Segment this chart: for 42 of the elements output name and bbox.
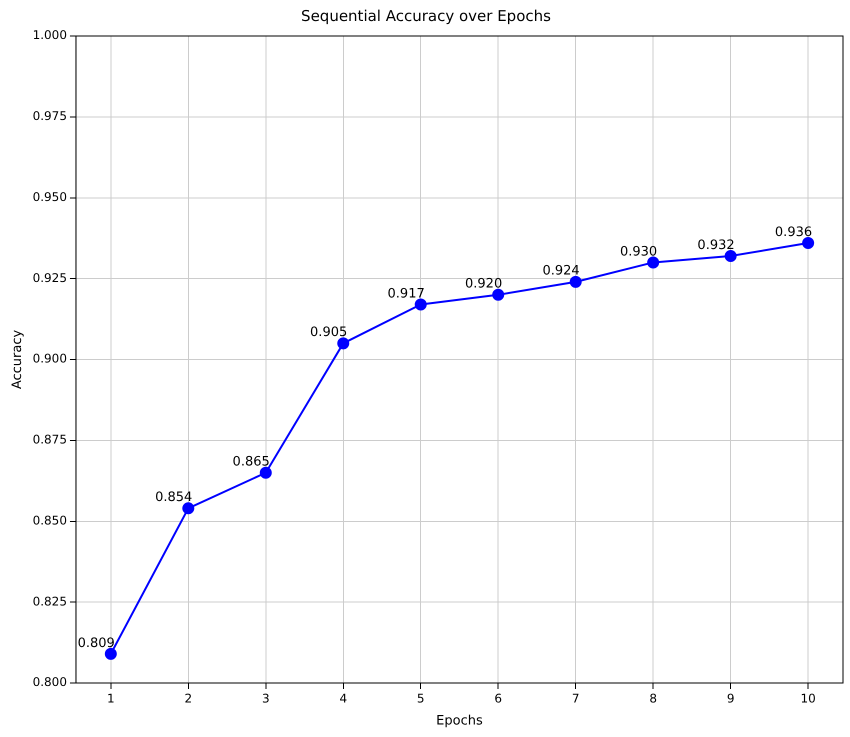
data-label: 0.854 (155, 490, 192, 506)
point (802, 237, 814, 250)
data-label: 0.917 (388, 286, 425, 302)
x-tick-label: 2 (184, 691, 192, 706)
y-tick-label: 0.850 (32, 513, 67, 528)
x-tick-label: 5 (416, 691, 425, 706)
x-tick-label: 3 (262, 691, 270, 706)
data-label: 0.865 (232, 454, 270, 470)
point (647, 256, 660, 268)
data-label: 0.932 (697, 238, 735, 253)
y-tick-label: 0.925 (32, 270, 67, 285)
x-tick-label: 1 (107, 691, 115, 706)
x-tick-label: 9 (726, 691, 734, 706)
y-tick-label: 0.975 (32, 109, 67, 123)
point (414, 298, 427, 311)
point (182, 502, 194, 514)
data-label: 0.905 (310, 325, 348, 340)
point (492, 288, 504, 301)
x-tick-label: 6 (494, 691, 502, 706)
y-tick-label: 0.825 (32, 594, 67, 608)
chart-title: Sequential Accuracy over Epochs (301, 6, 552, 25)
data-label: 0.920 (465, 276, 502, 292)
data-label: 0.924 (542, 264, 580, 279)
x-tick-label: 8 (649, 691, 657, 706)
y-tick-label: 0.875 (32, 432, 67, 446)
y-tick-label: 1.000 (32, 28, 67, 42)
point (104, 648, 117, 660)
point (260, 466, 272, 479)
point (570, 276, 582, 288)
x-tick-label: 10 (800, 691, 816, 706)
y-tick-label: 0.950 (32, 190, 67, 204)
point (337, 337, 350, 350)
point (724, 250, 737, 262)
x-tick-label: 7 (572, 691, 580, 706)
x-tick-label: 4 (339, 691, 348, 706)
data-label: 0.930 (620, 244, 658, 260)
y-axis-title: Accuracy (10, 330, 26, 390)
y-tick-label: 0.900 (32, 352, 67, 366)
x-axis-title: Epochs (436, 714, 483, 729)
data-label: 0.809 (78, 636, 115, 651)
data-label: 0.936 (774, 224, 812, 240)
y-tick-label: 0.800 (32, 675, 67, 690)
